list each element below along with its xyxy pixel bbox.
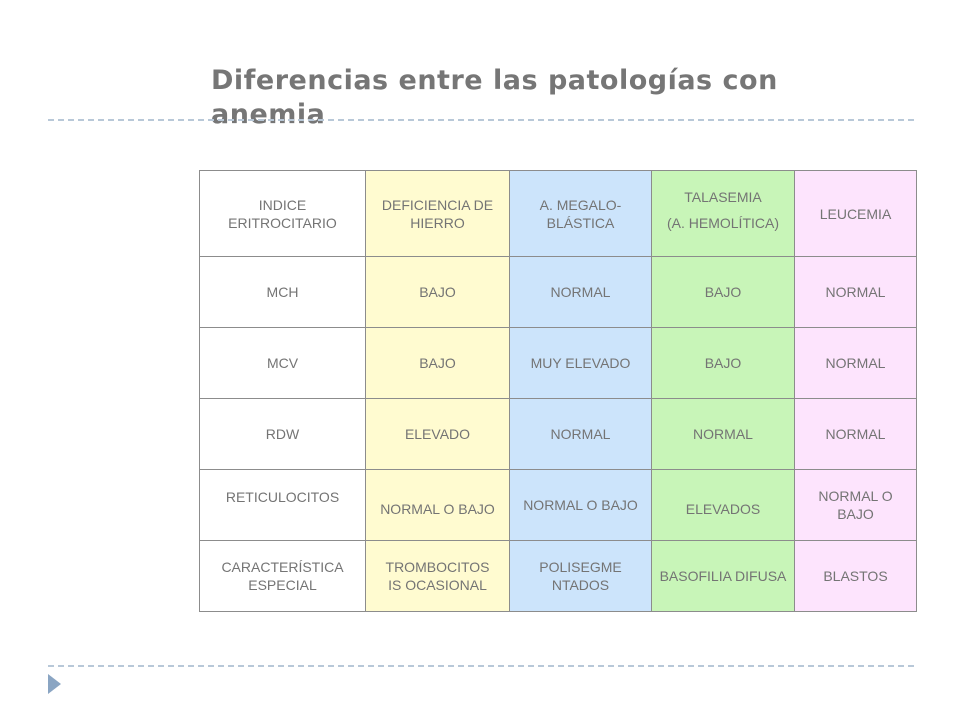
divider-bottom — [48, 665, 914, 667]
row-label: MCH — [199, 256, 366, 328]
row-label: MCV — [199, 327, 366, 399]
header-talasemia-line1: TALASEMIA — [684, 188, 762, 205]
table-header-row: INDICE ERITROCITARIO DEFICIENCIA DE HIER… — [199, 170, 917, 257]
slide-title: Diferencias entre las patologías con ane… — [211, 65, 778, 130]
comparison-table: INDICE ERITROCITARIO DEFICIENCIA DE HIER… — [199, 170, 917, 612]
cell-hierro: NORMAL O BAJO — [365, 469, 510, 541]
row-label-text: RETICULOCITOS — [225, 489, 340, 505]
cell-talasemia: BAJO — [651, 256, 795, 328]
cell-megaloblastica: NORMAL — [509, 398, 652, 470]
row-label: RETICULOCITOS — [199, 469, 366, 541]
table-row: RDW ELEVADO NORMAL NORMAL NORMAL — [199, 398, 917, 470]
row-label: CARACTERÍSTICA ESPECIAL — [199, 540, 366, 612]
cell-talasemia: NORMAL — [651, 398, 795, 470]
cell-hierro: BAJO — [365, 327, 510, 399]
cell-megaloblastica: NORMAL O BAJO — [509, 469, 652, 541]
header-talasemia-line2: (A. HEMOLÍTICA) — [666, 214, 779, 231]
cell-leucemia: NORMAL — [794, 327, 917, 399]
cell-leucemia: NORMAL — [794, 398, 917, 470]
cell-megaloblastica: NORMAL — [509, 256, 652, 328]
cell-talasemia: ELEVADOS — [651, 469, 795, 541]
header-cell-deficiencia-hierro: DEFICIENCIA DE HIERRO — [365, 170, 510, 257]
cell-hierro: TROMBOCITOSIS OCASIONAL — [365, 540, 510, 612]
header-cell-talasemia: TALASEMIA (A. HEMOLÍTICA) — [651, 170, 795, 257]
cell-hierro-text: TROMBOCITOSIS OCASIONAL — [385, 559, 490, 593]
cell-leucemia: NORMAL — [794, 256, 917, 328]
header-cell-megaloblastica: A. MEGALO-BLÁSTICA — [509, 170, 652, 257]
table-row: RETICULOCITOS NORMAL O BAJO NORMAL O BAJ… — [199, 469, 917, 541]
cell-talasemia: BAJO — [651, 327, 795, 399]
cell-megaloblastica: MUY ELEVADO — [509, 327, 652, 399]
cell-hierro-text: NORMAL O BAJO — [380, 501, 495, 517]
triangle-right-icon — [48, 674, 61, 694]
cell-megaloblastica-text: POLISEGMENTADOS — [539, 559, 622, 593]
table-row: CARACTERÍSTICA ESPECIAL TROMBOCITOSIS OC… — [199, 540, 917, 612]
header-cell-leucemia: LEUCEMIA — [794, 170, 917, 257]
cell-megaloblastica: POLISEGMENTADOS — [509, 540, 652, 612]
cell-hierro: ELEVADO — [365, 398, 510, 470]
cell-leucemia: BLASTOS — [794, 540, 917, 612]
table-row: MCV BAJO MUY ELEVADO BAJO NORMAL — [199, 327, 917, 399]
cell-hierro: BAJO — [365, 256, 510, 328]
cell-talasemia-text: ELEVADOS — [685, 501, 761, 517]
row-label: RDW — [199, 398, 366, 470]
header-cell-indice: INDICE ERITROCITARIO — [199, 170, 366, 257]
cell-talasemia: BASOFILIA DIFUSA — [651, 540, 795, 612]
table-row: MCH BAJO NORMAL BAJO NORMAL — [199, 256, 917, 328]
cell-leucemia: NORMAL O BAJO — [794, 469, 917, 541]
divider-top — [48, 119, 914, 121]
